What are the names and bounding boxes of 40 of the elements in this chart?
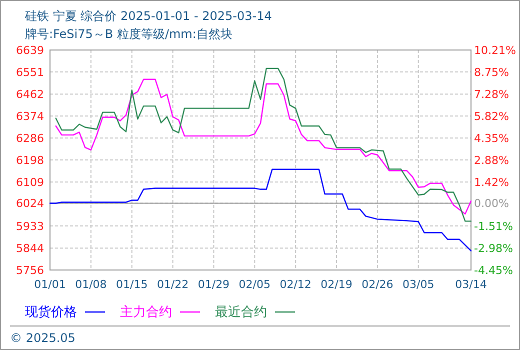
y-tick-label: 6551: [16, 66, 44, 79]
x-tick-label: 02/19: [320, 278, 352, 291]
y-tick-label: 6374: [16, 110, 44, 124]
y-tick-label: 6462: [16, 88, 44, 102]
y-tick-label: 6639: [16, 44, 44, 57]
y-tick-label: 6109: [16, 176, 44, 190]
y-tick-label: 5756: [16, 264, 44, 277]
y2-tick-label: 8.75%: [474, 66, 509, 79]
y-tick-label: 5933: [16, 220, 44, 233]
y-tick-label: 6024: [16, 197, 44, 210]
x-tick-label: 01/22: [156, 278, 189, 291]
chart-subtitle: 牌号:FeSi75～B 粒度等级/mm:自然块: [25, 27, 232, 41]
y2-tick-label: 1.42%: [474, 176, 509, 189]
x-tick-label: 03/05: [402, 278, 434, 291]
chart-title: 硅铁 宁夏 综合价 2025-01-01 - 2025-03-14: [24, 9, 272, 23]
text: © 2025.05: [10, 331, 76, 345]
y2-tick-label: -4.45%: [474, 264, 513, 277]
y2-tick-label: 7.28%: [474, 88, 509, 101]
y2-tick-label: -2.98%: [474, 242, 513, 255]
legend-label: 最近合约: [215, 305, 267, 320]
y-tick-label: 6286: [16, 132, 44, 145]
y2-tick-label: 5.82%: [474, 110, 509, 123]
line-series: [49, 168, 472, 252]
x-tick-label: 02/26: [362, 278, 394, 291]
x-tick-label: 02/05: [238, 278, 271, 291]
x-tick-label: 01/29: [198, 278, 230, 291]
y-tick-label: 6198: [16, 154, 44, 167]
y2-tick-label: -1.51%: [474, 220, 513, 233]
x-tick-label: 01/08: [75, 278, 107, 291]
y2-tick-label: 10.21%: [474, 44, 516, 57]
y-tick-label: 5844: [16, 242, 44, 256]
x-tick-label: 03/14: [455, 278, 487, 291]
y2-tick-label: 4.35%: [474, 132, 509, 145]
legend-label: 主力合约: [120, 304, 172, 320]
x-tick-label: 01/01: [34, 278, 66, 291]
legend-label: 现货价格: [25, 305, 77, 320]
x-tick-label: 01/15: [116, 278, 148, 291]
y2-tick-label: 2.88%: [474, 154, 509, 167]
y2-tick-label: 0.00%: [474, 197, 509, 210]
x-tick-label: 02/12: [280, 278, 312, 291]
